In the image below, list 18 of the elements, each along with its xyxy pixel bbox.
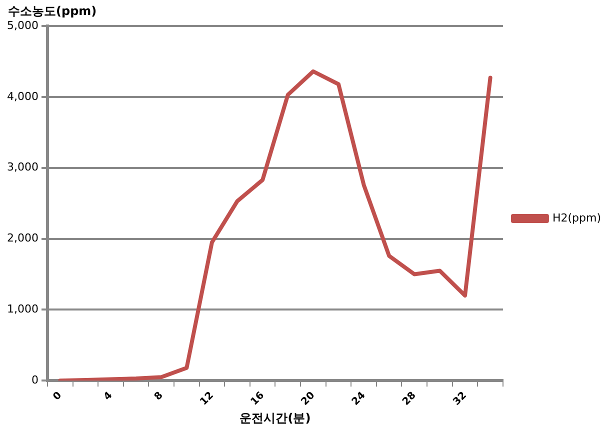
- x-tick-label: 16: [248, 390, 267, 408]
- y-axis-title: 수소농도(ppm): [8, 4, 97, 18]
- y-tick-label: 2,000: [6, 232, 38, 245]
- x-tick-label: 8: [152, 390, 166, 403]
- y-tick-label: 1,000: [6, 302, 38, 316]
- x-tick-label: 12: [198, 390, 216, 408]
- y-tick-label: 4,000: [6, 90, 38, 103]
- y-tick-label: 3,000: [6, 160, 38, 174]
- x-tick-label: 4: [102, 390, 115, 403]
- x-tick-label: 28: [400, 390, 418, 408]
- x-tick-label: 32: [451, 390, 469, 408]
- x-axis-title: 운전시간(분): [240, 411, 311, 426]
- y-tick-label: 5,000: [6, 18, 38, 32]
- x-tick-label: 24: [350, 390, 368, 408]
- x-tick-label: 20: [300, 390, 318, 408]
- legend-label: H2(ppm): [552, 211, 602, 224]
- y-tick-label: 0: [31, 374, 38, 387]
- x-tick-label: 0: [51, 390, 64, 403]
